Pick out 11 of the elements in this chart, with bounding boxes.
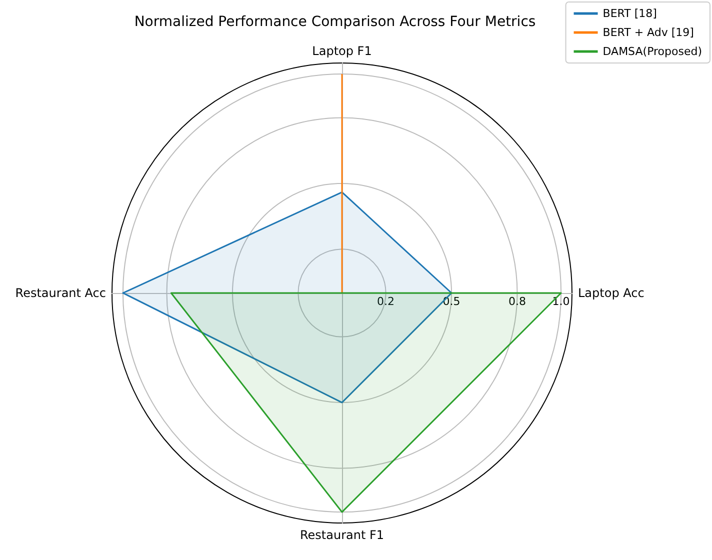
- spoke-label: Laptop Acc: [578, 286, 644, 300]
- y-tick-label: 1.0: [552, 295, 570, 308]
- y-tick-label: 0.8: [508, 295, 526, 308]
- text: Normalized Performance Comparison Across Four Metrics: [134, 14, 536, 30]
- legend-label: DAMSA(Proposed): [602, 45, 702, 58]
- y-tick-label: 0.2: [377, 295, 395, 308]
- spoke-label: Laptop F1: [312, 44, 372, 58]
- spoke-label: Restaurant F1: [300, 528, 384, 542]
- spoke-label: Restaurant Acc: [15, 286, 106, 300]
- legend-label: BERT + Adv [19]: [602, 26, 694, 39]
- legend-label: BERT [18]: [602, 7, 657, 20]
